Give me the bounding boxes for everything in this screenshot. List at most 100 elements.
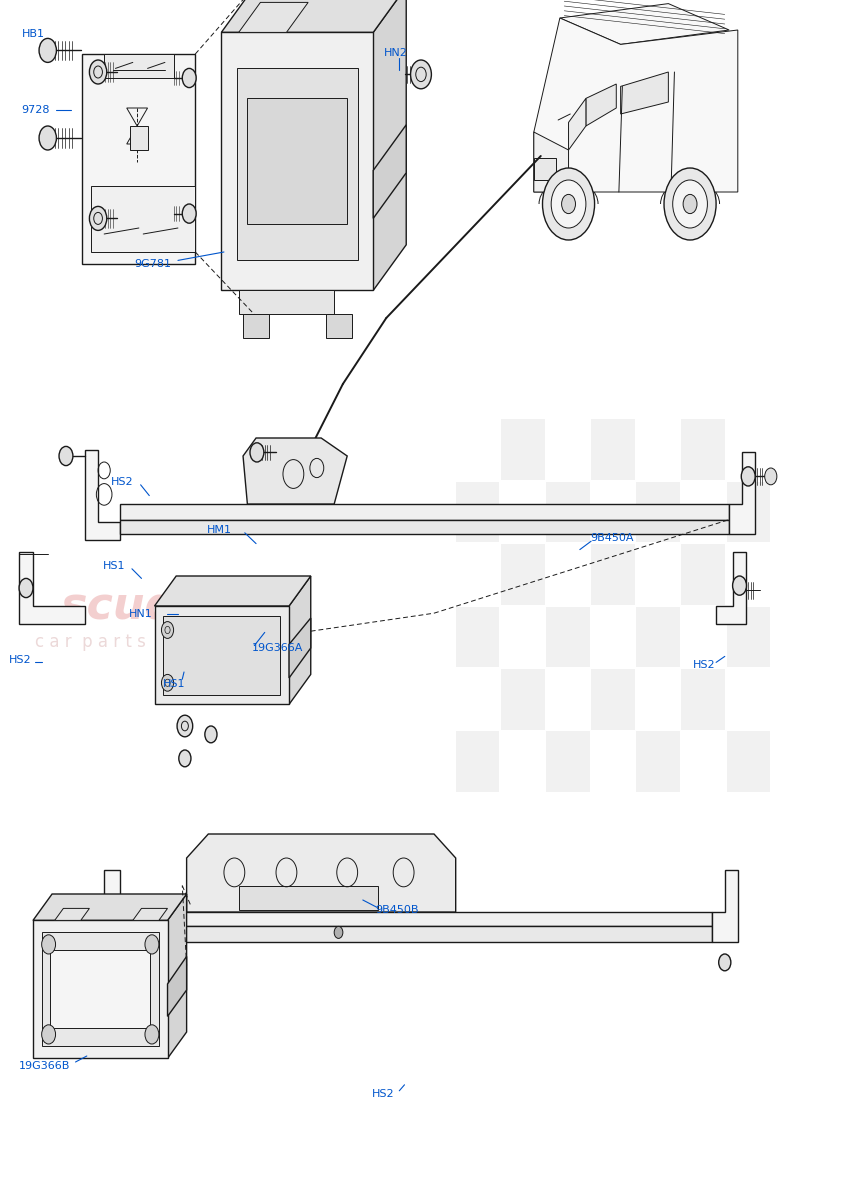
Polygon shape (243, 438, 347, 504)
Polygon shape (221, 32, 373, 290)
Polygon shape (621, 72, 668, 114)
Polygon shape (85, 450, 120, 540)
Bar (546, 607, 589, 667)
Polygon shape (243, 314, 269, 338)
Bar (501, 670, 544, 730)
Bar (591, 670, 635, 730)
Bar (50, 950, 150, 1028)
Circle shape (205, 726, 217, 743)
Polygon shape (569, 98, 586, 150)
Circle shape (42, 935, 56, 954)
Polygon shape (239, 2, 308, 32)
Circle shape (334, 926, 343, 938)
Circle shape (161, 674, 174, 691)
Bar (546, 732, 589, 792)
Polygon shape (373, 0, 406, 290)
Circle shape (89, 60, 107, 84)
Polygon shape (130, 126, 148, 150)
Polygon shape (729, 452, 755, 534)
Bar (456, 732, 499, 792)
Polygon shape (155, 606, 289, 704)
Polygon shape (120, 520, 729, 534)
Text: HS1: HS1 (163, 679, 186, 689)
Circle shape (542, 168, 595, 240)
Bar (534, 158, 556, 180)
Text: HS2: HS2 (9, 655, 31, 665)
Polygon shape (82, 54, 195, 264)
Text: HN1: HN1 (128, 610, 152, 619)
Bar (727, 482, 770, 542)
Circle shape (664, 168, 716, 240)
Circle shape (39, 126, 56, 150)
Bar (681, 545, 725, 605)
Circle shape (89, 206, 107, 230)
Circle shape (733, 576, 746, 595)
Text: 9B450B: 9B450B (375, 905, 418, 914)
Circle shape (145, 935, 159, 954)
Polygon shape (168, 894, 187, 1058)
Circle shape (250, 443, 264, 462)
Circle shape (182, 68, 196, 88)
Circle shape (719, 954, 731, 971)
Polygon shape (373, 125, 406, 218)
Text: 19G366A: 19G366A (252, 643, 303, 653)
Text: HN2: HN2 (384, 48, 408, 58)
Polygon shape (104, 912, 712, 926)
Bar (636, 482, 680, 542)
Circle shape (683, 194, 697, 214)
Bar (237, 68, 358, 260)
Polygon shape (168, 956, 187, 1016)
Text: HM1: HM1 (207, 526, 232, 535)
Text: c a r  p a r t s: c a r p a r t s (35, 634, 146, 650)
Circle shape (411, 60, 431, 89)
Text: HS1: HS1 (102, 562, 125, 571)
Circle shape (179, 750, 191, 767)
Text: 9728: 9728 (22, 106, 50, 115)
Polygon shape (133, 908, 168, 920)
Polygon shape (326, 314, 352, 338)
Text: HS2: HS2 (111, 478, 134, 487)
Bar (591, 545, 635, 605)
Polygon shape (534, 132, 569, 192)
Circle shape (42, 1025, 56, 1044)
Bar (636, 732, 680, 792)
Text: 9G781: 9G781 (135, 259, 172, 269)
Polygon shape (104, 870, 132, 942)
Polygon shape (104, 54, 174, 78)
Polygon shape (104, 926, 712, 942)
Bar (501, 420, 544, 480)
Polygon shape (716, 552, 746, 624)
Bar (456, 607, 499, 667)
Bar (247, 98, 347, 224)
Circle shape (161, 622, 174, 638)
Bar (163, 616, 280, 695)
Text: scuderia: scuderia (61, 584, 274, 628)
Circle shape (765, 468, 777, 485)
Polygon shape (534, 18, 738, 192)
Bar (591, 420, 635, 480)
Text: HB1: HB1 (22, 29, 44, 38)
Polygon shape (221, 0, 406, 32)
Polygon shape (239, 290, 334, 314)
Polygon shape (187, 834, 456, 912)
Circle shape (177, 715, 193, 737)
Polygon shape (155, 576, 311, 606)
Bar (501, 545, 544, 605)
Circle shape (59, 446, 73, 466)
Text: 9B450A: 9B450A (590, 533, 634, 542)
Polygon shape (33, 920, 168, 1058)
Bar (546, 482, 589, 542)
Text: HS2: HS2 (372, 1090, 394, 1099)
Text: 19G366B: 19G366B (19, 1061, 70, 1070)
Polygon shape (560, 4, 729, 44)
Bar (681, 670, 725, 730)
Circle shape (551, 180, 586, 228)
Circle shape (39, 38, 56, 62)
Bar (727, 732, 770, 792)
Bar (239, 886, 378, 910)
Polygon shape (91, 186, 195, 252)
Circle shape (673, 180, 707, 228)
Polygon shape (289, 618, 311, 678)
Polygon shape (55, 908, 89, 920)
Polygon shape (586, 84, 616, 126)
